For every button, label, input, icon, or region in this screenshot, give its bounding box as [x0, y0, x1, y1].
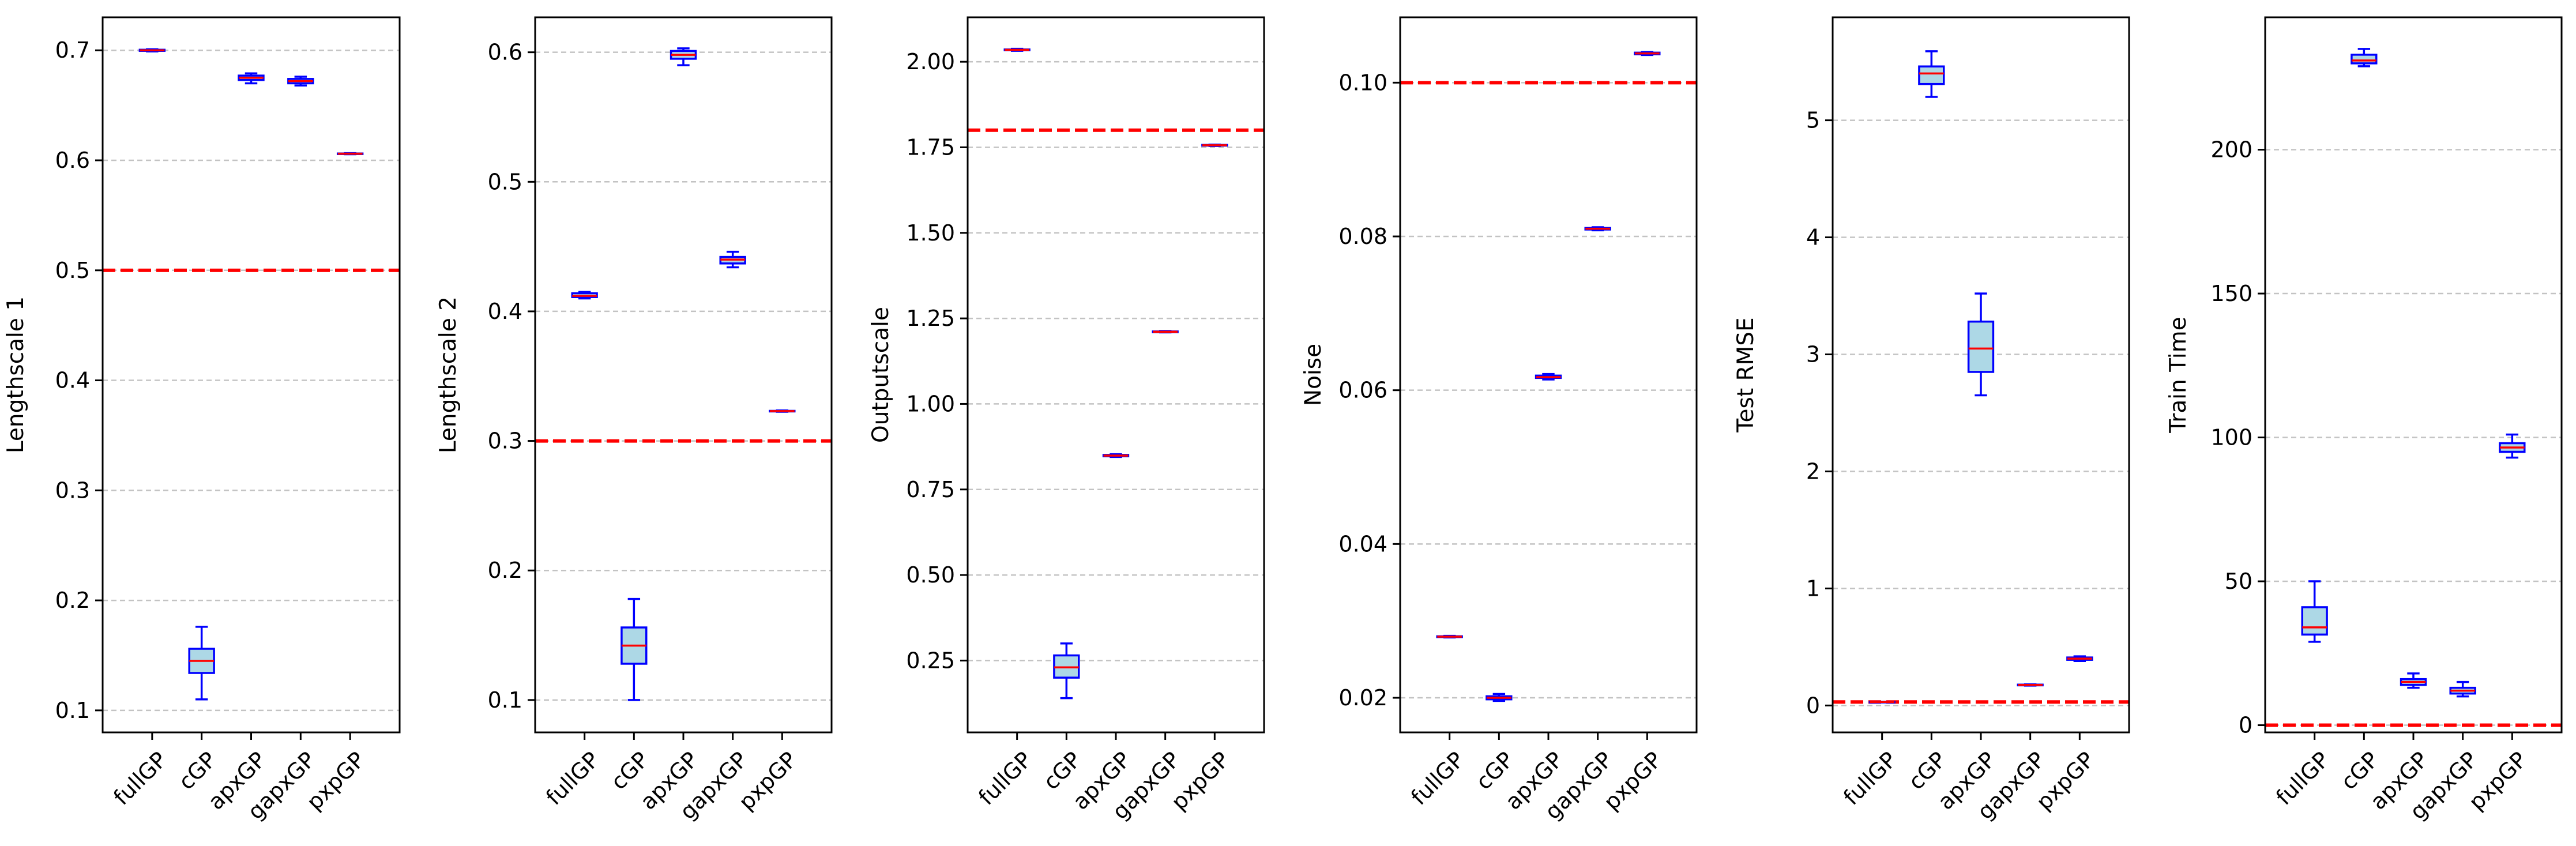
box-gapxGP — [2449, 680, 2476, 698]
box-fullGP — [1436, 634, 1463, 639]
y-tick-label: 0.5 — [488, 169, 522, 194]
y-tick-label: 0.75 — [906, 477, 955, 502]
x-tick-label: fullGP — [2271, 747, 2334, 810]
box-body — [1967, 320, 1995, 373]
y-tick-label: 0.4 — [55, 368, 90, 393]
y-tick-label: 0.06 — [1338, 378, 1387, 403]
box-fullGP — [2301, 580, 2328, 643]
y-tick-label: 0.4 — [488, 299, 522, 324]
box-cGP — [1053, 642, 1080, 700]
y-tick-label: 0.2 — [488, 558, 522, 583]
y-tick-label: 0.6 — [55, 148, 90, 173]
box-gapxGP — [1584, 226, 1611, 232]
box-pxpGP — [336, 152, 364, 156]
box-pxpGP — [2499, 433, 2526, 459]
x-tick-label: fullGP — [1838, 747, 1902, 810]
y-tick-label: 0 — [1806, 693, 1820, 718]
y-tick-label: 1 — [1806, 576, 1820, 601]
y-tick-label: 3 — [1806, 341, 1820, 367]
box-gapxGP — [2017, 683, 2044, 687]
y-tick-label: 0.3 — [55, 477, 90, 503]
y-tick-label: 4 — [1806, 225, 1820, 250]
y-axis-label: Test RMSE — [1733, 317, 1759, 433]
x-tick-label: fullGP — [1406, 747, 1469, 810]
box-apxGP — [670, 47, 697, 66]
y-tick-label: 0.1 — [55, 698, 90, 723]
y-tick-label: 1.75 — [906, 134, 955, 160]
box-gapxGP — [1152, 330, 1179, 334]
y-axis-label: Train Time — [2165, 317, 2191, 433]
box-cGP — [188, 626, 215, 701]
box-apxGP — [1535, 373, 1562, 381]
box-gapxGP — [719, 250, 746, 269]
box-body — [2351, 54, 2378, 65]
y-tick-label: 1.00 — [906, 391, 955, 416]
box-body — [1918, 65, 1945, 85]
box-pxpGP — [2066, 655, 2093, 662]
box-body — [2301, 606, 2328, 636]
y-tick-label: 0.10 — [1338, 70, 1387, 95]
y-axis-label: Lengthscale 1 — [3, 296, 29, 453]
x-tick-label: fullGP — [541, 747, 604, 810]
box-fullGP — [1003, 47, 1031, 52]
y-tick-label: 0.6 — [488, 40, 522, 65]
box-apxGP — [1967, 292, 1995, 397]
x-tick-label: fullGP — [973, 747, 1037, 810]
y-tick-label: 200 — [2210, 137, 2252, 163]
y-tick-label: 5 — [1806, 108, 1820, 133]
box-apxGP — [238, 72, 265, 85]
y-tick-label: 0.3 — [488, 428, 522, 454]
y-tick-label: 1.50 — [906, 220, 955, 246]
axes-frame — [967, 16, 1265, 734]
y-tick-label: 0.2 — [55, 588, 90, 613]
y-tick-label: 0 — [2239, 713, 2252, 738]
y-axis-label: Lengthscale 2 — [435, 296, 461, 453]
box-fullGP — [571, 291, 598, 300]
y-tick-label: 150 — [2210, 281, 2252, 306]
y-tick-label: 1.25 — [906, 306, 955, 331]
y-tick-label: 0.1 — [488, 687, 522, 713]
y-tick-label: 0.7 — [55, 37, 90, 63]
y-tick-label: 0.04 — [1338, 531, 1387, 557]
box-pxpGP — [769, 409, 796, 413]
y-tick-label: 2.00 — [906, 49, 955, 74]
box-gapxGP — [287, 76, 314, 87]
axes-frame — [534, 16, 833, 734]
y-axis-label: Noise — [1300, 344, 1326, 406]
y-tick-label: 2 — [1806, 458, 1820, 484]
y-tick-label: 0.5 — [55, 258, 90, 283]
box-fullGP — [138, 48, 166, 52]
y-tick-label: 50 — [2225, 569, 2252, 594]
box-pxpGP — [1634, 51, 1661, 57]
box-pxpGP — [1201, 143, 1228, 147]
box-cGP — [621, 597, 648, 701]
y-tick-label: 0.08 — [1338, 224, 1387, 249]
box-cGP — [1486, 693, 1513, 702]
x-tick-label: fullGP — [108, 747, 172, 810]
axes-frame — [101, 16, 401, 734]
box-apxGP — [1102, 453, 1130, 458]
box-apxGP — [2400, 672, 2427, 689]
y-tick-label: 100 — [2210, 425, 2252, 450]
box-cGP — [1918, 50, 1945, 98]
y-tick-label: 0.25 — [906, 648, 955, 673]
y-axis-label: Outputscale — [868, 307, 894, 443]
y-tick-label: 0.50 — [906, 562, 955, 588]
box-cGP — [2351, 48, 2378, 67]
y-tick-label: 0.02 — [1338, 685, 1387, 710]
